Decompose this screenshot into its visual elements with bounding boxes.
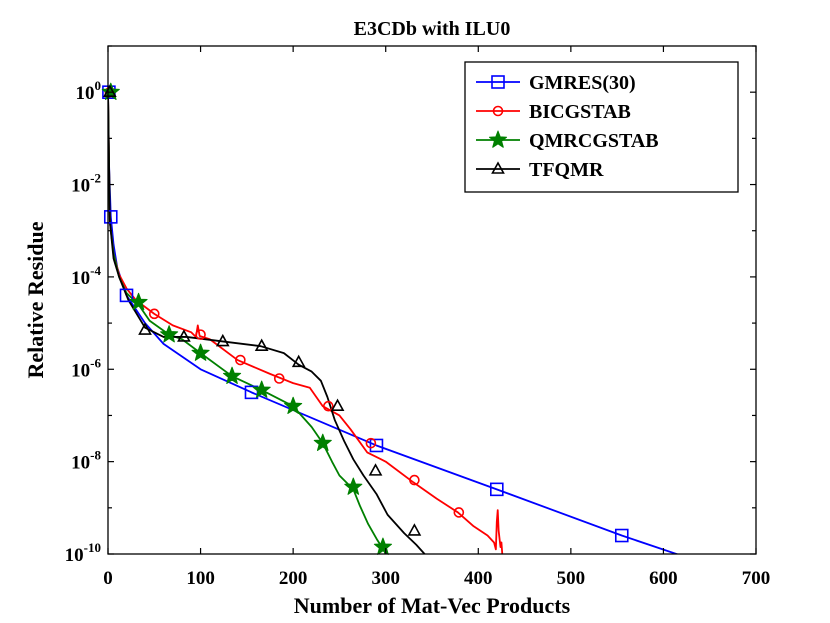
series-line-tfqmr	[108, 92, 426, 554]
y-tick-label: 10-10	[65, 540, 101, 566]
data-point-qmrcgstab	[222, 366, 242, 384]
data-point-tfqmr	[138, 322, 152, 335]
data-point-bicgstab	[409, 474, 420, 486]
legend-label-qmrcgstab: QMRCGSTAB	[529, 130, 659, 152]
x-tick-label: 300	[371, 568, 400, 589]
series-line-bicgstab	[108, 92, 504, 554]
data-point-qmrcgstab	[284, 396, 303, 414]
plot-frame	[107, 45, 757, 555]
x-tick-label: 500	[557, 568, 586, 589]
data-point-bicgstab	[195, 329, 206, 340]
y-tick-label: 10-2	[71, 171, 101, 197]
data-point-tfqmr	[254, 338, 269, 351]
y-tick-label: 10-6	[71, 355, 101, 381]
data-point-bicgstab	[323, 400, 334, 412]
legend-marker-gmres-30	[491, 75, 505, 89]
y-axis: 100 10-2 10-4 10-6 10-8 10-10	[65, 45, 756, 566]
data-point-tfqmr	[215, 333, 230, 347]
data-point-qmrcgstab	[252, 380, 271, 398]
data-point-tfqmr	[177, 329, 191, 342]
y-axis-label: Relative Residue	[23, 221, 48, 378]
legend-marker-bicgstab	[492, 105, 504, 117]
data-point-gmres-30	[614, 528, 629, 543]
legend: GMRES(30) BICGSTAB QMRCGSTAB TFQMR	[464, 61, 739, 193]
data-point-qmrcgstab	[373, 537, 392, 555]
data-point-qmrcgstab	[160, 325, 179, 343]
data-point-qmrcgstab	[191, 343, 210, 361]
x-tick-label: 200	[279, 568, 308, 589]
y-tick-label: 10-4	[71, 263, 101, 289]
legend-marker-tfqmr	[491, 161, 505, 174]
data-point-bicgstab	[273, 373, 285, 384]
data-point-qmrcgstab	[344, 477, 363, 495]
legend-label-gmres-30: GMRES(30)	[529, 72, 636, 94]
data-point-tfqmr	[368, 463, 383, 476]
legend-label-tfqmr: TFQMR	[529, 159, 604, 181]
x-tick-label: 700	[742, 568, 771, 589]
data-point-bicgstab	[235, 354, 246, 366]
legend-marker-qmrcgstab	[488, 130, 508, 148]
data-point-bicgstab	[365, 437, 377, 449]
x-tick-label: 100	[186, 568, 215, 589]
x-axis: 0 100 200 300 400 500 600 700	[103, 46, 770, 589]
data-point-qmrcgstab	[313, 433, 332, 451]
legend-box	[464, 61, 739, 193]
data-point-gmres-30	[369, 438, 384, 453]
data-point-gmres-30	[103, 210, 118, 224]
marker-layer	[101, 82, 629, 555]
data-point-gmres-30	[489, 482, 504, 497]
x-tick-label: 0	[103, 568, 113, 589]
y-tick-label: 100	[76, 78, 102, 104]
data-point-tfqmr	[407, 523, 422, 536]
data-point-tfqmr	[102, 84, 117, 97]
data-point-tfqmr	[291, 354, 306, 368]
data-point-bicgstab	[453, 507, 465, 518]
y-tick-label: 10-8	[71, 448, 101, 474]
data-point-qmrcgstab	[129, 292, 148, 311]
legend-label-bicgstab: BICGSTAB	[529, 101, 631, 123]
data-point-gmres-30	[119, 288, 134, 303]
chart-title: E3CDb with ILU0	[354, 18, 511, 40]
x-tick-label: 400	[464, 568, 493, 589]
x-tick-label: 600	[649, 568, 678, 589]
data-point-bicgstab	[148, 308, 160, 320]
x-axis-label: Number of Mat-Vec Products	[294, 593, 571, 618]
data-point-tfqmr	[330, 398, 345, 412]
